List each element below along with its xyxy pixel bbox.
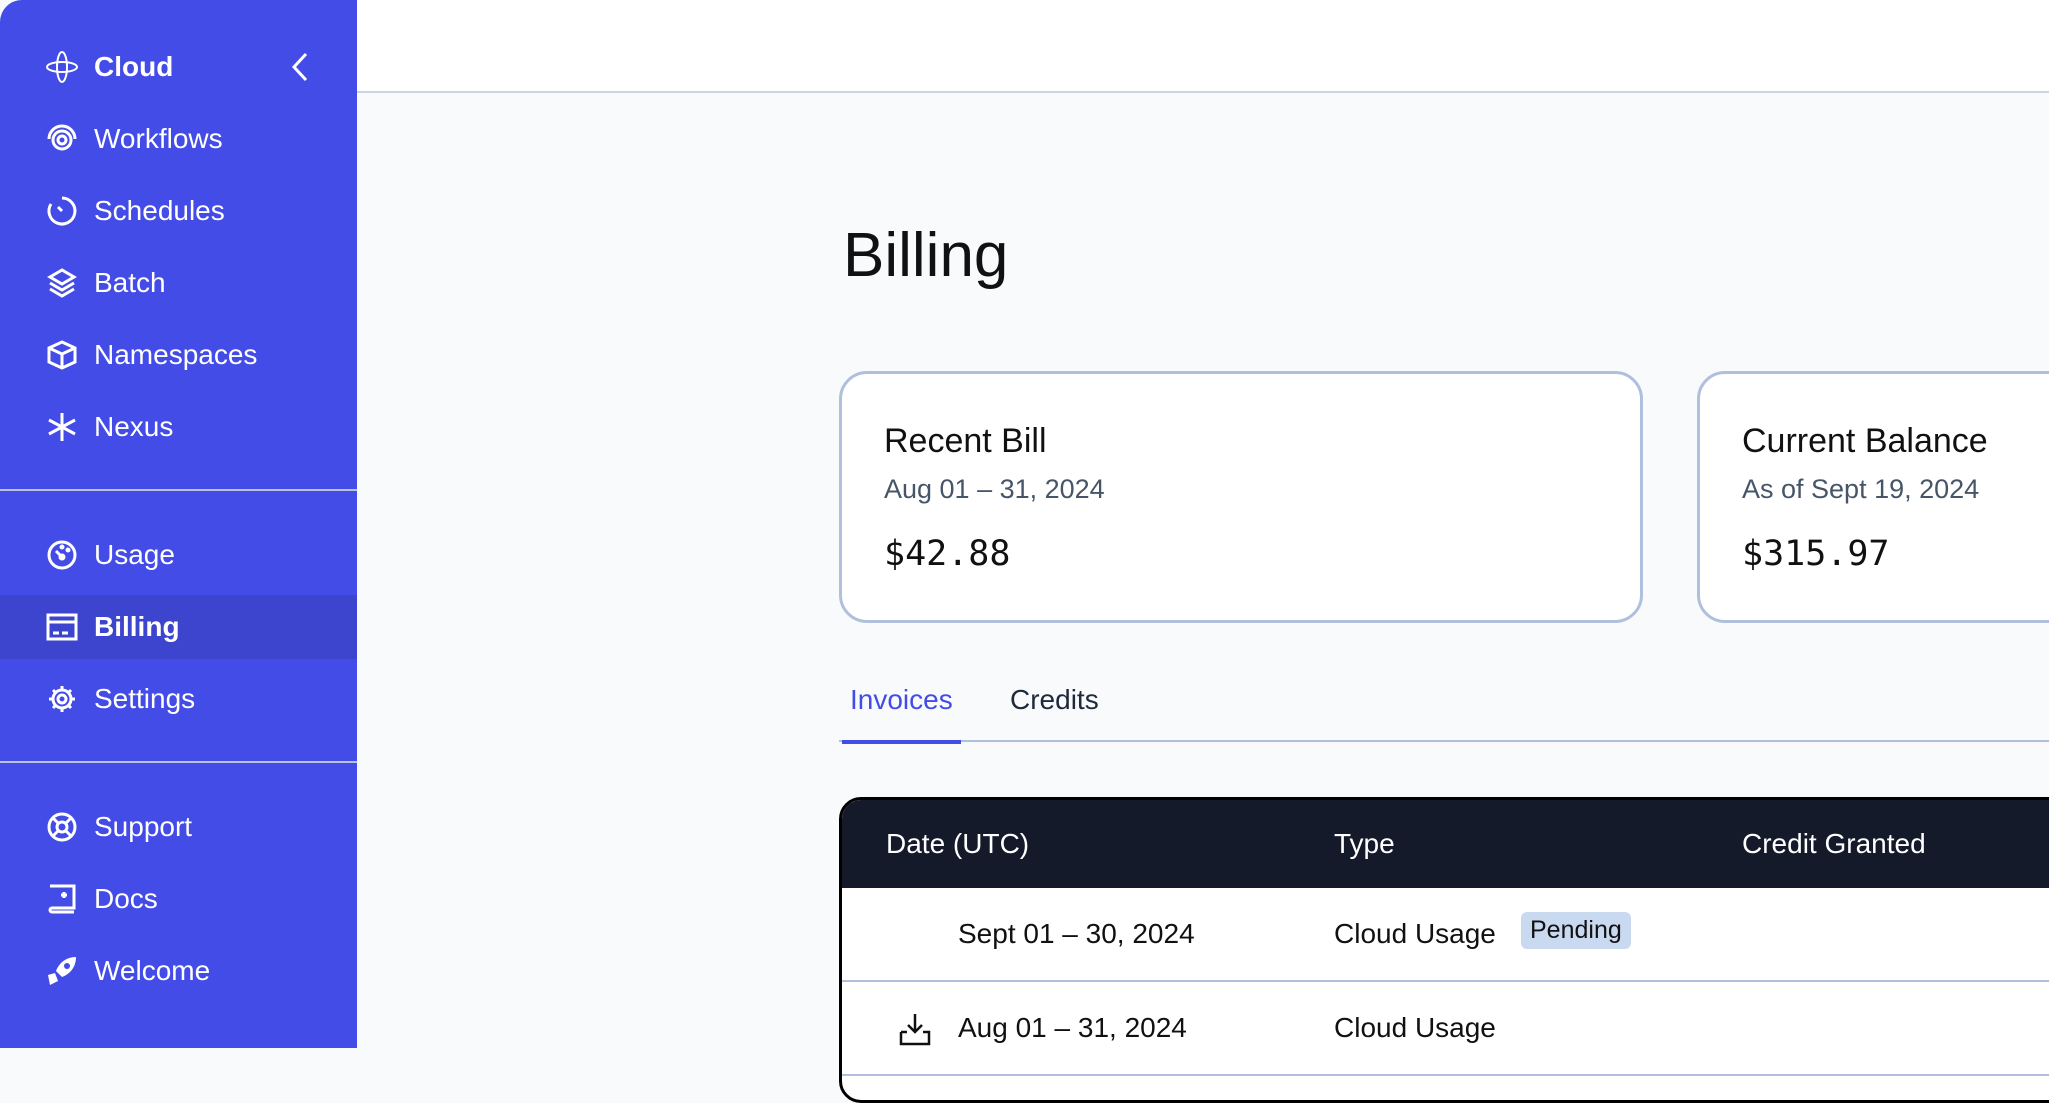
- sidebar-divider: [0, 489, 357, 491]
- table-row: Aug 01 – 31, 2024 Cloud Usage: [842, 982, 2049, 1076]
- card-title: Current Balance: [1742, 422, 1988, 460]
- row-date: Aug 01 – 31, 2024: [958, 1012, 1187, 1043]
- table-row: Sept 01 – 30, 2024 Cloud Usage Pending: [842, 888, 2049, 982]
- invoices-table: Date (UTC) Type Credit Granted Sept 01 –…: [839, 797, 2049, 1103]
- book-icon: [45, 882, 79, 916]
- sidebar: Cloud Workflows Schedules Batch Namespac…: [0, 0, 357, 1048]
- card-amount: $315.97: [1742, 534, 1890, 574]
- lifebuoy-icon: [45, 810, 79, 844]
- gear-icon: [45, 682, 79, 716]
- sidebar-item-namespaces[interactable]: Namespaces: [0, 323, 357, 387]
- sidebar-item-batch[interactable]: Batch: [0, 251, 357, 315]
- credit-card-icon: [45, 610, 79, 644]
- download-icon[interactable]: [898, 1012, 932, 1046]
- sidebar-item-settings[interactable]: Settings: [0, 667, 357, 731]
- gauge-icon: [45, 538, 79, 572]
- column-header-date[interactable]: Date (UTC): [886, 828, 1030, 859]
- card-title: Recent Bill: [884, 422, 1047, 460]
- sidebar-item-workflows[interactable]: Workflows: [0, 107, 357, 171]
- card-subtitle: As of Sept 19, 2024: [1742, 474, 1980, 504]
- status-badge: Pending: [1521, 912, 1631, 949]
- page-title: Billing: [843, 221, 1009, 290]
- billing-tabs: Invoices Credits: [839, 680, 2049, 744]
- asterisk-icon: [45, 410, 79, 444]
- sidebar-item-support[interactable]: Support: [0, 795, 357, 859]
- tab-credits[interactable]: Credits: [1010, 684, 1099, 715]
- sidebar-item-nexus[interactable]: Nexus: [0, 395, 357, 459]
- cloud-logo-icon: [45, 50, 79, 84]
- recent-bill-card: Recent Bill Aug 01 – 31, 2024 $42.88: [839, 371, 1643, 623]
- column-header-credit-granted[interactable]: Credit Granted: [1742, 828, 1926, 859]
- collapse-sidebar-chevron-icon[interactable]: [286, 50, 316, 84]
- sidebar-divider: [0, 761, 357, 763]
- card-subtitle: Aug 01 – 31, 2024: [884, 474, 1105, 504]
- workflows-icon: [45, 122, 79, 156]
- sidebar-brand-cloud[interactable]: Cloud: [0, 35, 357, 99]
- sidebar-item-billing[interactable]: Billing: [0, 595, 357, 659]
- sidebar-item-welcome[interactable]: Welcome: [0, 939, 357, 1003]
- tab-invoices[interactable]: Invoices: [842, 684, 961, 744]
- row-type: Cloud Usage: [1334, 918, 1496, 949]
- card-amount: $42.88: [884, 534, 1011, 574]
- cube-icon: [45, 338, 79, 372]
- sidebar-item-usage[interactable]: Usage: [0, 523, 357, 587]
- row-date: Sept 01 – 30, 2024: [958, 918, 1195, 949]
- sidebar-item-schedules[interactable]: Schedules: [0, 179, 357, 243]
- rocket-icon: [45, 954, 79, 988]
- clock-icon: [45, 194, 79, 228]
- top-header: [357, 0, 2049, 93]
- row-type: Cloud Usage: [1334, 1012, 1496, 1043]
- column-header-type[interactable]: Type: [1334, 828, 1395, 859]
- table-header: Date (UTC) Type Credit Granted: [842, 800, 2049, 888]
- sidebar-item-docs[interactable]: Docs: [0, 867, 357, 931]
- current-balance-card: Current Balance As of Sept 19, 2024 $315…: [1697, 371, 2049, 623]
- layers-icon: [45, 266, 79, 300]
